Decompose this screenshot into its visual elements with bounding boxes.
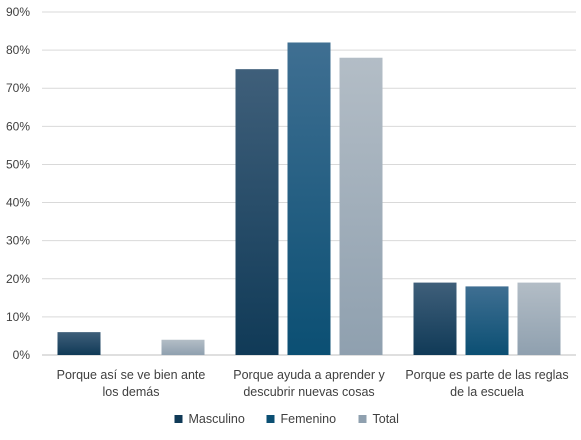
bar-total	[161, 339, 205, 355]
legend-item-femenino: Femenino	[266, 412, 337, 426]
legend-label: Masculino	[189, 412, 245, 426]
y-tick-label: 60%	[6, 119, 30, 133]
y-tick-label: 10%	[6, 310, 30, 324]
category-label-line: Porque es parte de las reglas	[405, 368, 568, 382]
bar-total	[517, 282, 561, 355]
bar-masculino	[413, 282, 457, 355]
y-tick-label: 40%	[6, 196, 30, 210]
bar-total	[339, 57, 383, 355]
bars	[57, 42, 561, 356]
category-label-line: los demás	[103, 385, 160, 399]
legend-label: Femenino	[281, 412, 337, 426]
bar-femenino	[465, 286, 509, 355]
category-label: Porque es parte de las reglas de la escue…	[405, 368, 568, 399]
category-label: Porque ayuda a aprender y descubrir nueva…	[233, 368, 385, 399]
y-tick-label: 0%	[13, 348, 31, 362]
y-axis-ticks: 0% 10% 20% 30% 40% 50% 60% 70% 80% 90%	[6, 5, 30, 362]
legend-item-total: Total	[358, 412, 399, 426]
category-label-line: Porque ayuda a aprender y	[233, 368, 385, 382]
legend: Masculino Femenino Total	[174, 412, 399, 426]
y-tick-label: 70%	[6, 81, 30, 95]
category-label-line: Porque así se ve bien ante	[57, 368, 206, 382]
y-tick-label: 50%	[6, 157, 30, 171]
legend-swatch	[266, 415, 275, 423]
legend-item-masculino: Masculino	[174, 412, 245, 426]
y-tick-label: 30%	[6, 234, 30, 248]
category-label-line: descubrir nuevas cosas	[243, 385, 374, 399]
category-label: Porque así se ve bien ante los demás	[57, 368, 206, 399]
legend-swatch	[358, 415, 367, 423]
y-tick-label: 20%	[6, 272, 30, 286]
y-tick-label: 80%	[6, 43, 30, 57]
bar-masculino	[235, 69, 279, 356]
bar-femenino	[287, 42, 331, 355]
y-tick-label: 90%	[6, 5, 30, 19]
bar-masculino	[57, 332, 101, 355]
category-label-line: de la escuela	[450, 385, 524, 399]
legend-swatch	[174, 415, 183, 423]
legend-label: Total	[373, 412, 399, 426]
